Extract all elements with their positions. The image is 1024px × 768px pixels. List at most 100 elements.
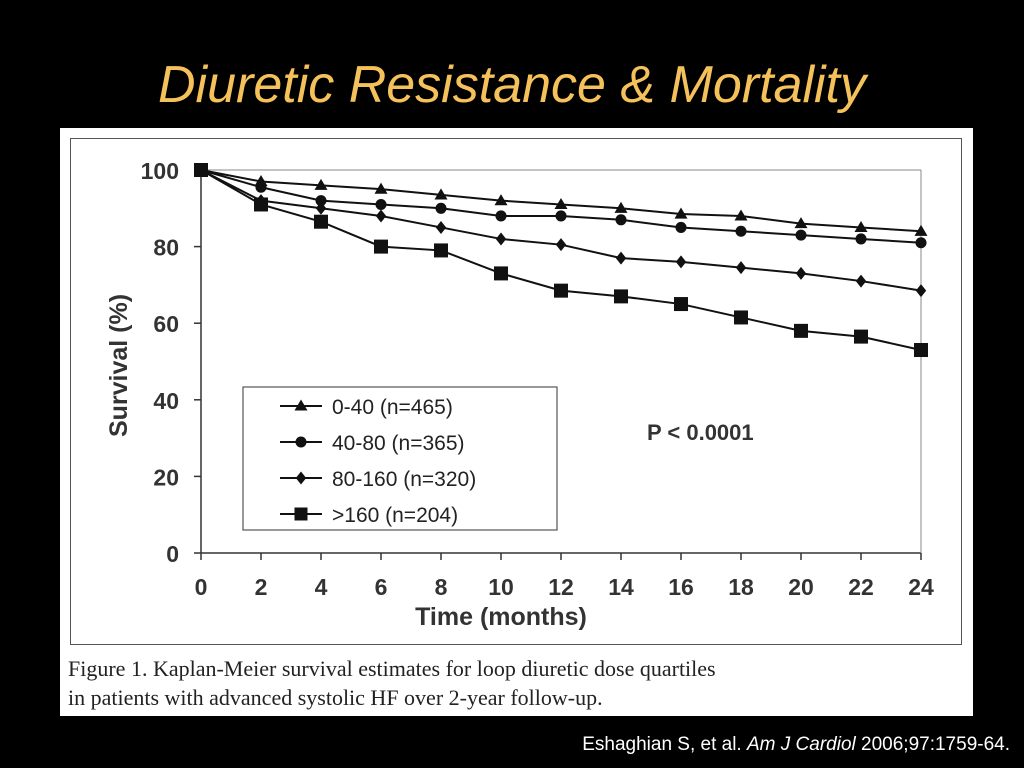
p-value-annotation: P < 0.0001 — [647, 420, 754, 445]
chart-legend: 0-40 (n=465) 40-80 (n=365) 80-160 (n=320) >… — [242, 386, 558, 531]
square-marker — [494, 266, 508, 281]
legend-label: >160 (n=204) — [332, 504, 458, 527]
circle-marker — [795, 229, 807, 241]
x-tick-label: 0 — [195, 574, 208, 600]
x-tick-label: 18 — [728, 574, 754, 600]
square-marker — [374, 239, 388, 254]
x-tick-label: 6 — [375, 574, 388, 600]
x-tick-label: 24 — [908, 574, 934, 600]
figure-caption: Figure 1. Kaplan-Meier survival estimate… — [68, 654, 968, 712]
square-marker — [854, 329, 868, 344]
x-tick-label: 2 — [255, 574, 268, 600]
triangle-marker — [854, 220, 868, 232]
circle-marker — [615, 214, 627, 226]
triangle-marker — [434, 188, 448, 200]
circle-marker — [675, 221, 687, 233]
legend-item: >160 (n=204) — [280, 504, 458, 527]
triangle-marker — [294, 399, 308, 411]
circle-marker — [295, 436, 307, 448]
circle-marker — [255, 181, 267, 193]
series-square — [194, 163, 928, 358]
y-tick-label: 0 — [166, 541, 179, 567]
chart-series — [194, 163, 928, 358]
citation-journal: Am J Cardiol — [747, 734, 856, 755]
citation-details: 2006;97:1759-64. — [861, 734, 1010, 755]
diamond-marker — [855, 274, 867, 288]
triangle-marker — [554, 197, 568, 210]
square-marker — [734, 310, 748, 325]
series-diamond — [195, 163, 927, 298]
circle-marker — [555, 210, 567, 222]
series-triangle — [194, 163, 928, 236]
x-tick-label: 4 — [315, 574, 328, 600]
square-marker — [914, 343, 928, 358]
circle-marker — [435, 202, 447, 214]
square-marker — [194, 163, 208, 177]
square-marker — [314, 214, 328, 229]
diamond-marker — [435, 220, 447, 234]
y-tick-label: 80 — [153, 235, 179, 261]
triangle-marker — [674, 207, 688, 219]
slide-title: Diuretic Resistance & Mortality — [158, 56, 866, 114]
caption-line-2: in patients with advanced systolic HF ov… — [68, 685, 603, 710]
x-tick-label: 10 — [488, 574, 514, 600]
citation-authors: Eshaghian S, et al. — [582, 734, 742, 755]
legend-item: 0-40 (n=465) — [280, 396, 453, 419]
y-tick-label: 20 — [153, 464, 179, 490]
square-marker — [794, 323, 808, 338]
triangle-marker — [914, 224, 928, 236]
triangle-marker — [374, 182, 388, 194]
legend-item: 80-160 (n=320) — [280, 468, 476, 491]
legend-label: 0-40 (n=465) — [332, 396, 453, 419]
x-tick-label: 20 — [788, 574, 814, 600]
diamond-marker — [615, 251, 627, 265]
circle-marker — [915, 237, 927, 249]
figure-panel: 0 20 40 60 80 100 0 2 4 6 8 10 12 14 16 18 20 22 24 0-40 (… — [60, 128, 973, 716]
legend-box — [242, 386, 558, 531]
diamond-marker — [375, 209, 387, 223]
triangle-marker — [734, 209, 748, 221]
circle-marker — [735, 225, 747, 237]
square-marker — [614, 289, 628, 304]
x-tick-label: 14 — [608, 574, 634, 600]
x-tick-label: 22 — [848, 574, 874, 600]
legend-item: 40-80 (n=365) — [280, 432, 465, 455]
y-tick-label: 40 — [153, 388, 179, 414]
square-marker — [434, 243, 448, 258]
triangle-marker — [494, 194, 508, 206]
diamond-marker — [295, 471, 307, 485]
diamond-marker — [795, 266, 807, 280]
triangle-marker — [794, 217, 808, 229]
diamond-marker — [495, 232, 507, 246]
x-tick-label: 16 — [668, 574, 694, 600]
circle-marker — [855, 233, 867, 245]
diamond-marker — [555, 238, 567, 252]
legend-label: 40-80 (n=365) — [332, 432, 465, 455]
triangle-marker — [314, 178, 328, 190]
series-circle — [195, 164, 927, 249]
y-axis-label: Survival (%) — [105, 294, 133, 437]
series-line — [200, 169, 922, 292]
diamond-marker — [735, 261, 747, 275]
circle-marker — [315, 195, 327, 207]
square-marker — [254, 197, 268, 212]
circle-marker — [495, 210, 507, 222]
legend-label: 80-160 (n=320) — [332, 468, 476, 491]
x-axis-label: Time (months) — [415, 603, 587, 631]
y-tick-label: 100 — [141, 158, 179, 184]
square-marker — [554, 283, 568, 298]
citation: Eshaghian S, et al. Am J Cardiol 2006;97… — [0, 734, 1010, 756]
y-tick-label: 60 — [153, 311, 179, 337]
caption-line-1: Figure 1. Kaplan-Meier survival estimate… — [68, 656, 716, 681]
x-tick-label: 8 — [435, 574, 448, 600]
diamond-marker — [315, 201, 327, 215]
diamond-marker — [675, 255, 687, 269]
x-tick-label: 12 — [548, 574, 574, 600]
circle-marker — [375, 198, 387, 210]
diamond-marker — [915, 284, 927, 298]
triangle-marker — [614, 201, 628, 213]
square-marker — [674, 297, 688, 312]
plot-frame — [70, 138, 962, 645]
